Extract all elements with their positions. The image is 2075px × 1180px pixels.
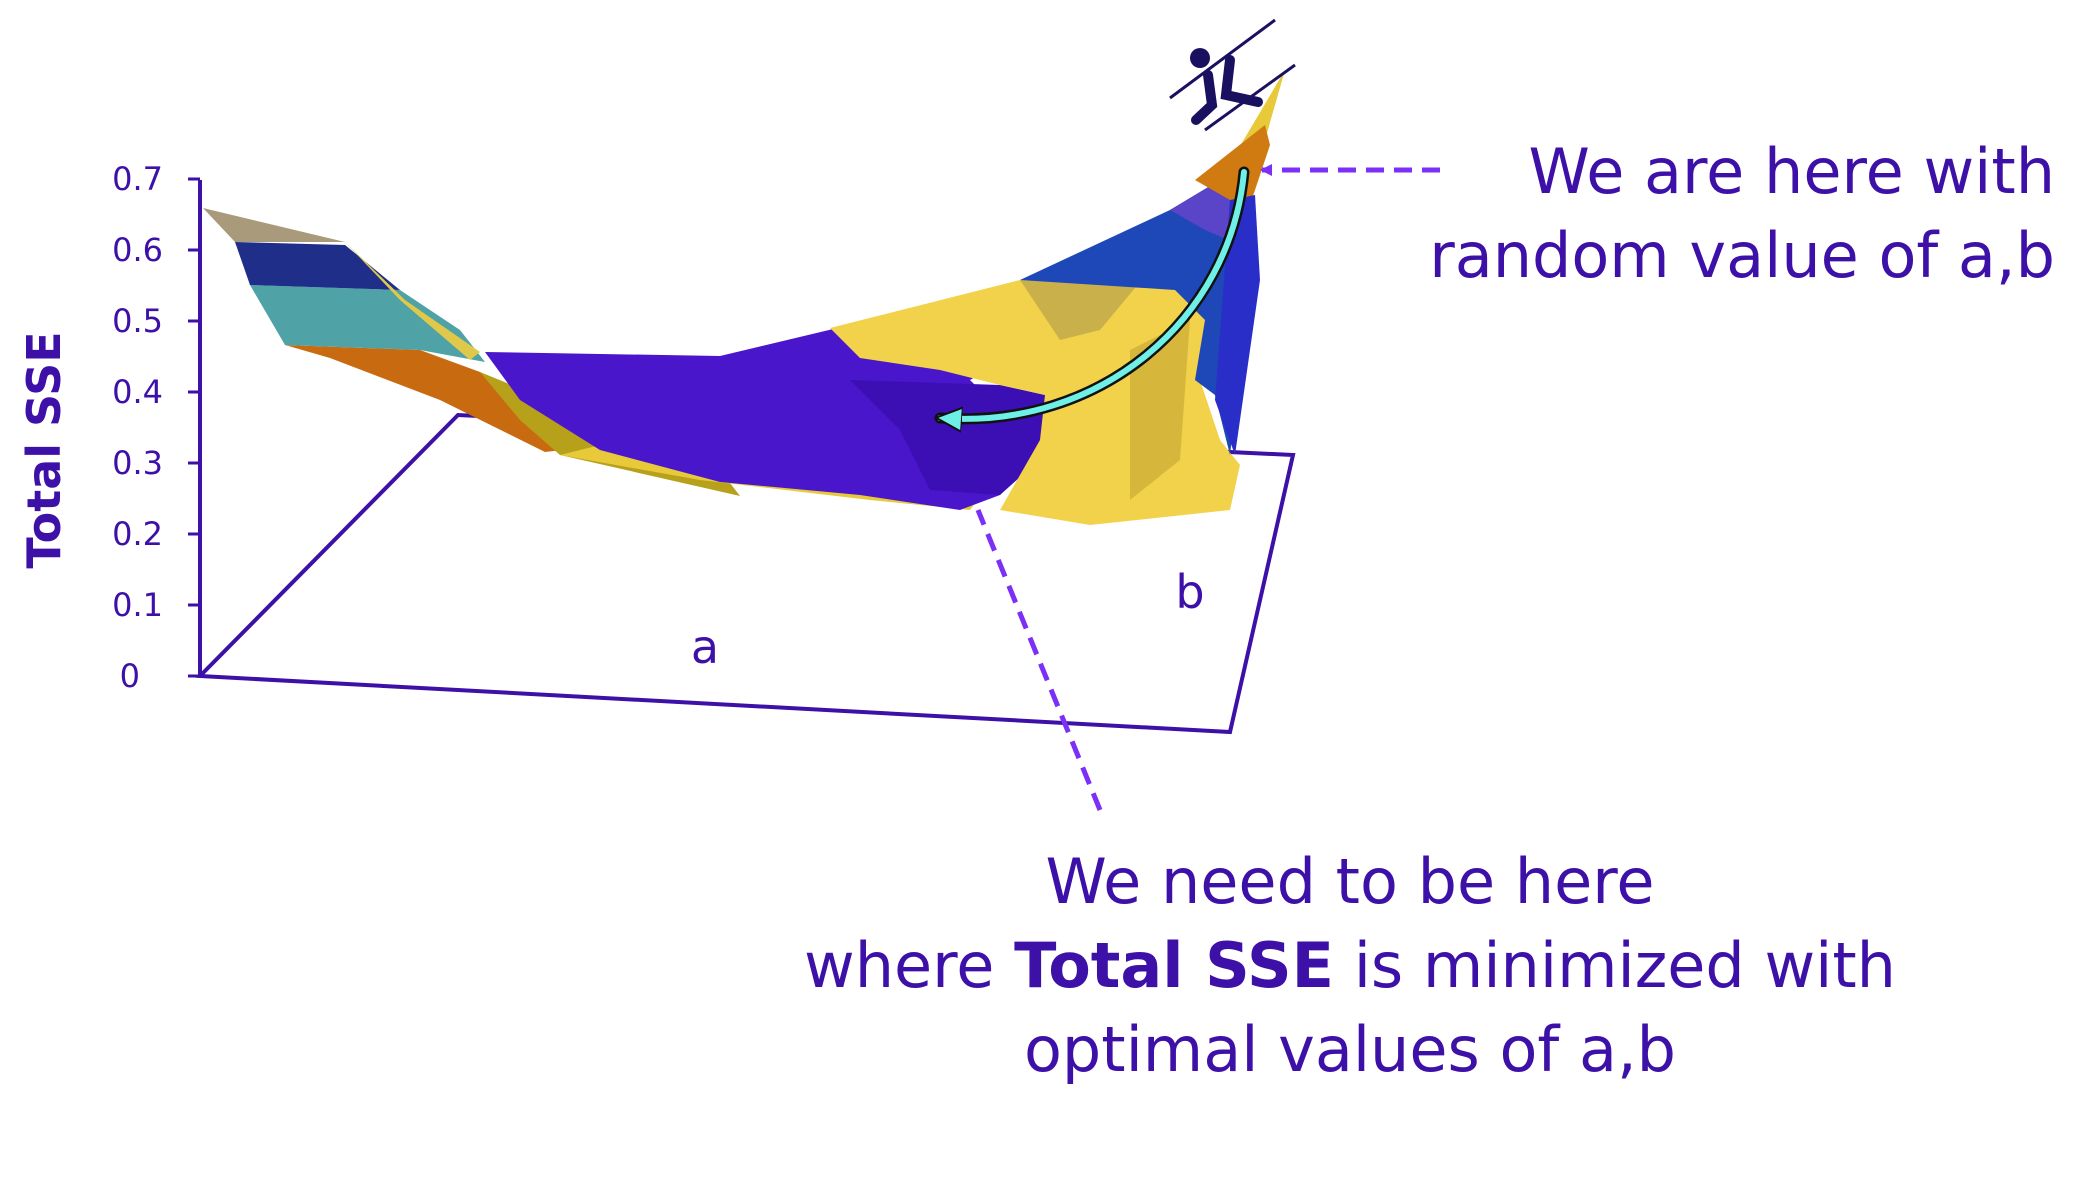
target-note-line1: We need to be here	[1045, 845, 1655, 918]
surface-yellow-fold	[1130, 320, 1190, 500]
surface-left-underside	[285, 345, 580, 452]
loss-surface	[203, 70, 1285, 525]
y-tick-label: 0.2	[112, 515, 163, 553]
target-note-line3: optimal values of a,b	[1023, 1013, 1677, 1086]
y-tick-label: 0.6	[112, 231, 163, 269]
base-plane	[195, 412, 1296, 735]
surface-peak-orange	[1195, 125, 1270, 205]
y-axis-label: Total SSE	[17, 331, 71, 568]
target-note-pre: where	[804, 929, 1015, 1002]
y-tick-label: 0.5	[112, 302, 163, 340]
current-note-line2: random value of a,b	[1429, 219, 2055, 292]
y-tick-label: 0.7	[112, 160, 163, 198]
skier-icon	[1169, 18, 1296, 132]
surface-basin-dark	[850, 380, 1050, 495]
target-position-note: We need to be here where Total SSE is mi…	[750, 840, 1950, 1092]
target-note-line2: where Total SSE is minimized with	[750, 924, 1950, 1008]
y-axis: 0 0.1 0.2 0.3 0.4 0.5 0.6 0.7	[112, 160, 202, 695]
a-axis-label: a	[691, 620, 719, 674]
surface-yellow-shade	[1020, 270, 1150, 340]
surface-left-navy	[235, 242, 400, 290]
y-tick-label: 0.4	[112, 373, 163, 411]
surface-left-teal	[250, 285, 485, 362]
pointer-target	[975, 509, 1103, 811]
target-note-bold: Total SSE	[1014, 929, 1334, 1002]
surface-left-edge	[345, 242, 480, 360]
y-tick-label: 0.1	[112, 586, 163, 624]
y-tick-label: 0.3	[112, 444, 163, 482]
b-axis-label: b	[1175, 565, 1204, 619]
current-note-line1: We are here with	[1528, 135, 2055, 208]
descent-arrow-fill	[940, 169, 1247, 419]
surface-right-blue	[1020, 180, 1250, 455]
current-position-note: We are here with random value of a,b	[1429, 130, 2055, 298]
target-note-post: is minimized with	[1333, 929, 1896, 1002]
surface-left-top	[203, 208, 345, 242]
y-tick-label: 0	[120, 657, 140, 695]
